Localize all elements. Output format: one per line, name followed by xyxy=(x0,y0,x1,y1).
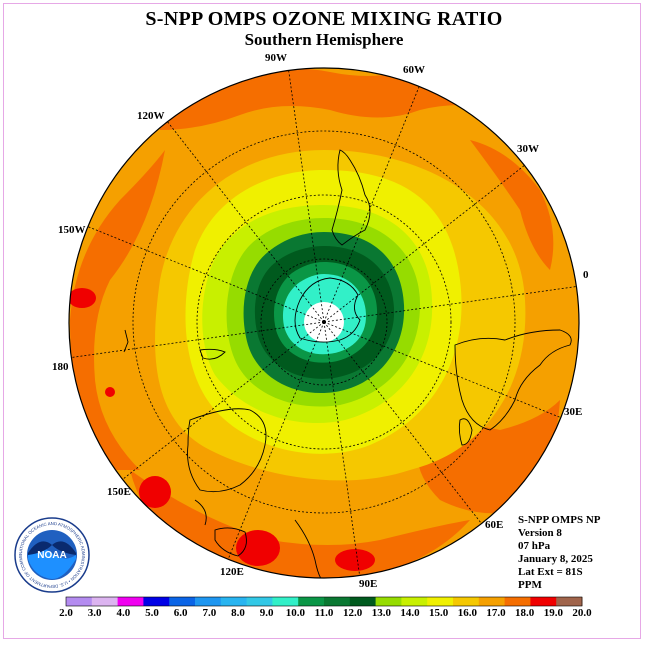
colorbar-swatch xyxy=(66,597,93,606)
max-spot-4 xyxy=(236,530,280,566)
colorbar-swatch xyxy=(556,597,583,606)
meridian-line xyxy=(69,321,325,359)
colorbar-swatch xyxy=(272,597,299,606)
meridian-line xyxy=(118,321,325,483)
colorbar-swatch xyxy=(298,597,325,606)
colorbar-swatch xyxy=(324,597,351,606)
meridian-line xyxy=(323,80,422,323)
svg-text:NOAA: NOAA xyxy=(37,550,66,561)
colorbar-swatch xyxy=(195,597,222,606)
colorbar-swatch xyxy=(220,597,248,606)
lon-label-180: 180 xyxy=(52,361,69,373)
colorbar-tick-label: 17.0 xyxy=(486,607,506,619)
meridian-line xyxy=(226,321,325,564)
meridian-line xyxy=(82,224,325,323)
lon-label-30w: 30W xyxy=(517,143,539,155)
lon-label-60e: 60E xyxy=(485,519,504,531)
latitude-circle xyxy=(132,130,516,514)
colorbar-tick-label: 18.0 xyxy=(515,607,535,619)
latitude-circle xyxy=(196,194,452,450)
info-panel: S-NPP OMPS NP Version 8 07 hPa January 8… xyxy=(518,514,601,592)
colorbar-tick-label: 5.0 xyxy=(145,607,159,619)
latitude-circle xyxy=(260,258,388,386)
lon-label-60w: 60W xyxy=(403,64,425,76)
colorbar-swatch xyxy=(530,597,557,606)
max-spot-1 xyxy=(69,288,96,308)
south-pole-marker xyxy=(322,320,326,324)
meridian-line xyxy=(323,285,579,323)
lon-label-150e: 150E xyxy=(107,486,131,498)
meridian-line xyxy=(163,116,325,323)
colorbar-tick-label: 11.0 xyxy=(314,607,334,619)
colorbar-swatch xyxy=(246,597,273,606)
coastlines xyxy=(123,149,572,578)
colorbar-swatch xyxy=(169,597,196,606)
meridian-line xyxy=(287,68,325,323)
colorbar-swatch xyxy=(478,597,506,606)
info-lat-extent: Lat Ext = 81S xyxy=(518,566,583,578)
band-17-18-east xyxy=(470,140,554,270)
colorbar-tick-label: 12.0 xyxy=(343,607,363,619)
colorbar-tick-label: 3.0 xyxy=(87,607,102,619)
max-spot-2 xyxy=(105,387,115,397)
colorbar-tick-label: 2.0 xyxy=(59,607,73,619)
meridian-line xyxy=(323,321,361,578)
colorbar xyxy=(65,596,583,607)
colorbar-tick-label: 4.0 xyxy=(116,607,131,619)
colorbar-tick-label: 16.0 xyxy=(457,607,477,619)
colorbar-swatch xyxy=(427,597,454,606)
colorbar-swatch xyxy=(401,597,428,606)
colorbar-tick-label: 8.0 xyxy=(231,607,245,619)
info-date: January 8, 2025 xyxy=(518,553,593,565)
colorbar-border xyxy=(65,596,583,607)
colorbar-swatch xyxy=(453,597,480,606)
colorbar-swatch xyxy=(504,597,531,606)
colorbar-tick-label: 15.0 xyxy=(429,607,449,619)
lon-label-150w: 150W xyxy=(58,224,86,236)
map-boundary xyxy=(68,67,580,579)
max-spot-5 xyxy=(335,549,375,571)
lon-label-120e: 120E xyxy=(220,566,244,578)
colorbar-tick-label: 6.0 xyxy=(173,607,188,619)
info-units: PPM xyxy=(518,579,542,591)
noaa-logo: NOAA NATIONAL OCEANIC AND ATMOSPHERIC AD… xyxy=(14,517,90,593)
band-17-18-south xyxy=(130,470,470,578)
colorbar-tick-label: 19.0 xyxy=(543,607,563,619)
lon-label-90w: 90W xyxy=(265,52,287,64)
colorbar-tick-label: 10.0 xyxy=(285,607,305,619)
lon-label-90e: 90E xyxy=(359,578,378,590)
colorbar-tick-label: 14.0 xyxy=(400,607,420,619)
lon-label-0: 0 xyxy=(583,269,589,281)
info-version: Version 8 xyxy=(518,527,562,539)
lon-label-120w: 120W xyxy=(137,110,165,122)
lon-label-30e: 30E xyxy=(564,406,583,418)
graticule xyxy=(69,68,579,578)
band-17-18-west xyxy=(70,150,165,470)
colorbar-tick-label: 7.0 xyxy=(202,607,217,619)
max-spot-3 xyxy=(139,476,171,508)
meridian-line xyxy=(323,161,530,323)
colorbar-swatch xyxy=(349,597,377,606)
ozone-field xyxy=(69,68,579,578)
info-pressure: 07 hPa xyxy=(518,540,551,552)
colorbar-tick-label: 9.0 xyxy=(259,607,274,619)
colorbar-swatch xyxy=(117,597,144,606)
colorbar-tick-label: 13.0 xyxy=(371,607,391,619)
colorbar-swatch xyxy=(375,597,402,606)
meridian-line xyxy=(323,321,485,528)
colorbar-swatch xyxy=(143,597,170,606)
meridian-line xyxy=(323,321,566,420)
map-title: S-NPP OMPS OZONE MIXING RATIO xyxy=(145,8,503,30)
map-subtitle: Southern Hemisphere xyxy=(244,30,404,49)
colorbar-swatch xyxy=(91,597,119,606)
figure-frame xyxy=(3,3,641,639)
colorbar-tick-label: 20.0 xyxy=(572,607,592,619)
info-instrument: S-NPP OMPS NP xyxy=(518,514,601,526)
